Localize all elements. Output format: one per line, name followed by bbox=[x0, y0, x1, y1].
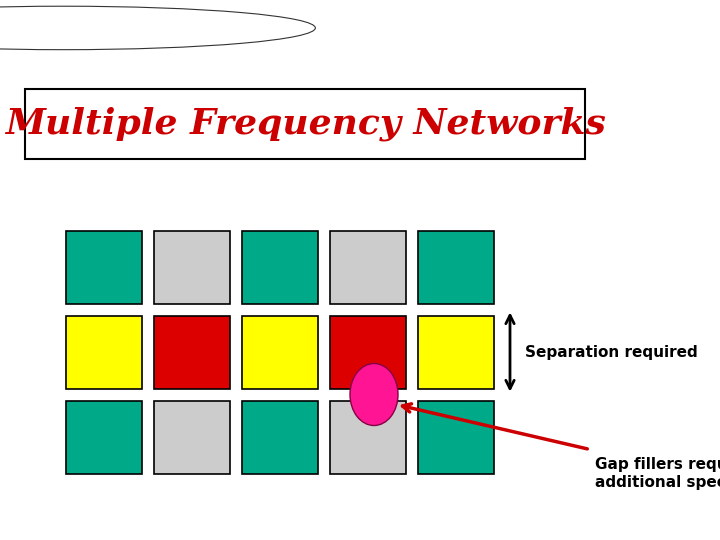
Bar bbox=[25, 89, 585, 159]
Bar bbox=[154, 231, 230, 303]
Circle shape bbox=[0, 6, 315, 50]
Bar bbox=[418, 315, 494, 388]
Bar bbox=[66, 401, 142, 474]
Bar bbox=[418, 231, 494, 303]
Text: Separation required: Separation required bbox=[525, 345, 698, 360]
Bar bbox=[66, 231, 142, 303]
Bar bbox=[330, 315, 406, 388]
Ellipse shape bbox=[350, 363, 398, 426]
Bar bbox=[330, 231, 406, 303]
Text: additional spectrum: additional spectrum bbox=[595, 475, 720, 489]
Text: © Bharati Vidyapeeth's Institute of Computer Applications and Management, New De: © Bharati Vidyapeeth's Institute of Comp… bbox=[9, 515, 578, 525]
Bar bbox=[154, 401, 230, 474]
Text: U4. 69: U4. 69 bbox=[678, 515, 711, 525]
Bar bbox=[66, 315, 142, 388]
Bar bbox=[242, 401, 318, 474]
Text: Gap fillers require: Gap fillers require bbox=[595, 457, 720, 472]
Bar bbox=[0, 0, 126, 62]
Bar bbox=[154, 315, 230, 388]
Bar bbox=[330, 401, 406, 474]
Bar bbox=[418, 401, 494, 474]
Text: Multiple Frequency Networks: Multiple Frequency Networks bbox=[4, 106, 606, 141]
Bar bbox=[242, 231, 318, 303]
Bar bbox=[242, 315, 318, 388]
